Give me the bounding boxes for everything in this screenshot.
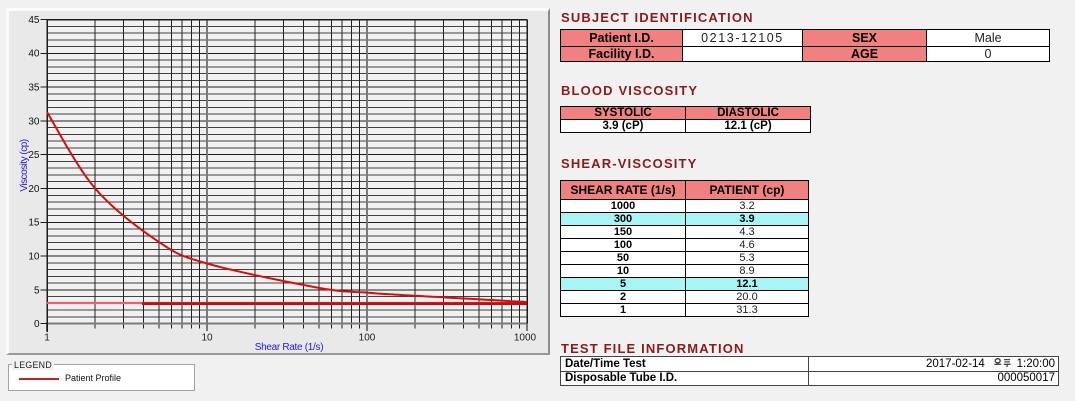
svg-text:Shear Rate (1/s): Shear Rate (1/s) xyxy=(255,342,324,353)
svg-text:45: 45 xyxy=(28,15,40,26)
svg-text:15: 15 xyxy=(28,218,40,229)
svg-text:20: 20 xyxy=(28,184,40,195)
svg-text:40: 40 xyxy=(28,49,40,60)
svg-text:1: 1 xyxy=(44,333,50,344)
svg-text:100: 100 xyxy=(359,333,376,344)
svg-text:Viscosity (cp): Viscosity (cp) xyxy=(19,139,30,191)
svg-text:1000: 1000 xyxy=(514,333,537,344)
svg-text:25: 25 xyxy=(28,150,40,161)
svg-text:10: 10 xyxy=(28,252,40,263)
svg-text:30: 30 xyxy=(28,116,40,127)
svg-text:10: 10 xyxy=(201,333,213,344)
svg-text:5: 5 xyxy=(34,285,40,296)
svg-text:35: 35 xyxy=(28,83,40,94)
svg-text:0: 0 xyxy=(34,319,40,330)
